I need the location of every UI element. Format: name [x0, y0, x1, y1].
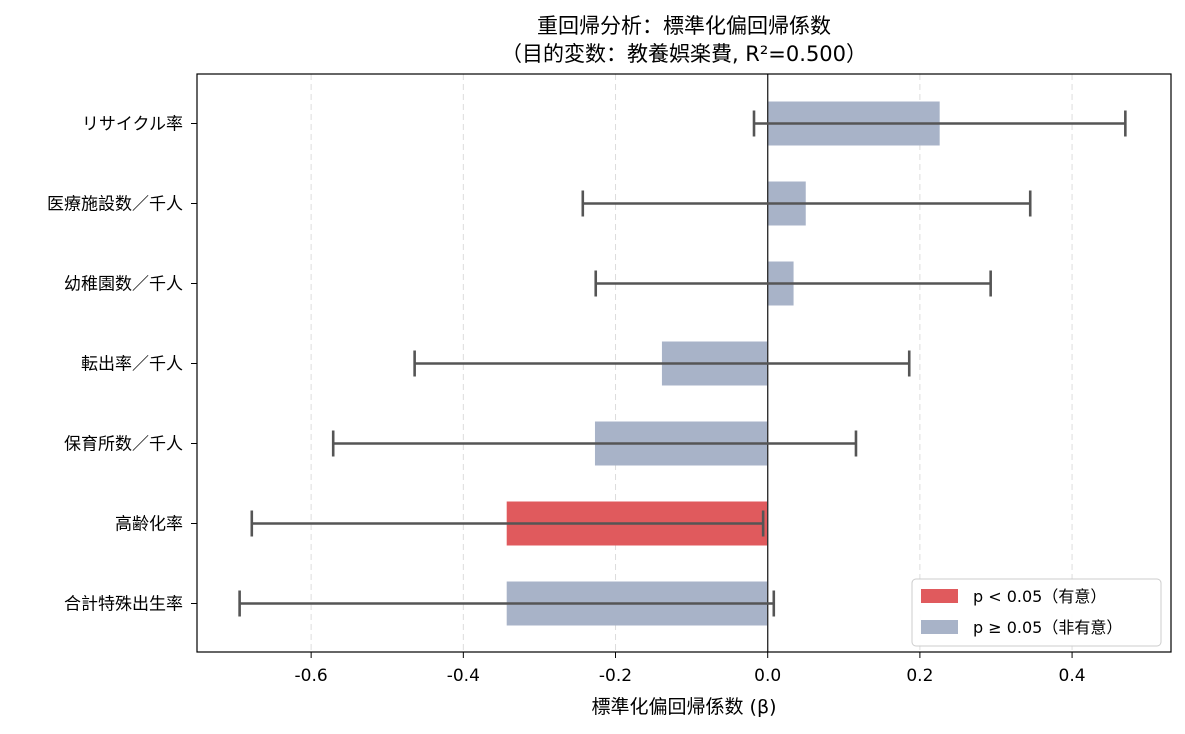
chart-subtitle: （目的変数：教養娯楽費, R²=0.500） [501, 42, 867, 66]
x-tick-label: 0.0 [754, 666, 781, 686]
legend-swatch-significant [921, 589, 958, 603]
y-tick-label: 合計特殊出生率 [64, 595, 183, 615]
x-tick-label: 0.4 [1059, 666, 1086, 686]
y-tick-label: 高齢化率 [115, 515, 183, 535]
y-axis-ticks: リサイクル率医療施設数／千人幼稚園数／千人転出率／千人保育所数／千人高齢化率合計… [47, 115, 197, 615]
chart-title: 重回帰分析：標準化偏回帰係数 [537, 14, 831, 38]
x-axis-ticks: -0.6 -0.4 -0.2 0.0 0.2 0.4 [295, 652, 1086, 686]
x-tick-label: -0.6 [295, 666, 328, 686]
y-tick-label: 医療施設数／千人 [47, 195, 183, 215]
y-tick-label: リサイクル率 [82, 115, 183, 135]
y-tick-label: 保育所数／千人 [64, 435, 183, 455]
legend-swatch-not-significant [921, 620, 958, 634]
x-tick-label: 0.2 [906, 666, 933, 686]
legend-box [911, 578, 1162, 647]
y-tick-label: 転出率／千人 [81, 355, 183, 375]
legend: p < 0.05（有意） p ≥ 0.05（非有意） [911, 578, 1162, 647]
legend-label-significant: p < 0.05（有意） [973, 587, 1106, 606]
x-axis-label: 標準化偏回帰係数 (β) [592, 696, 777, 718]
x-tick-label: -0.4 [447, 666, 480, 686]
legend-label-not-significant: p ≥ 0.05（非有意） [973, 618, 1122, 637]
y-tick-label: 幼稚園数／千人 [64, 275, 183, 295]
x-tick-label: -0.2 [599, 666, 632, 686]
error-bars [238, 110, 1127, 617]
